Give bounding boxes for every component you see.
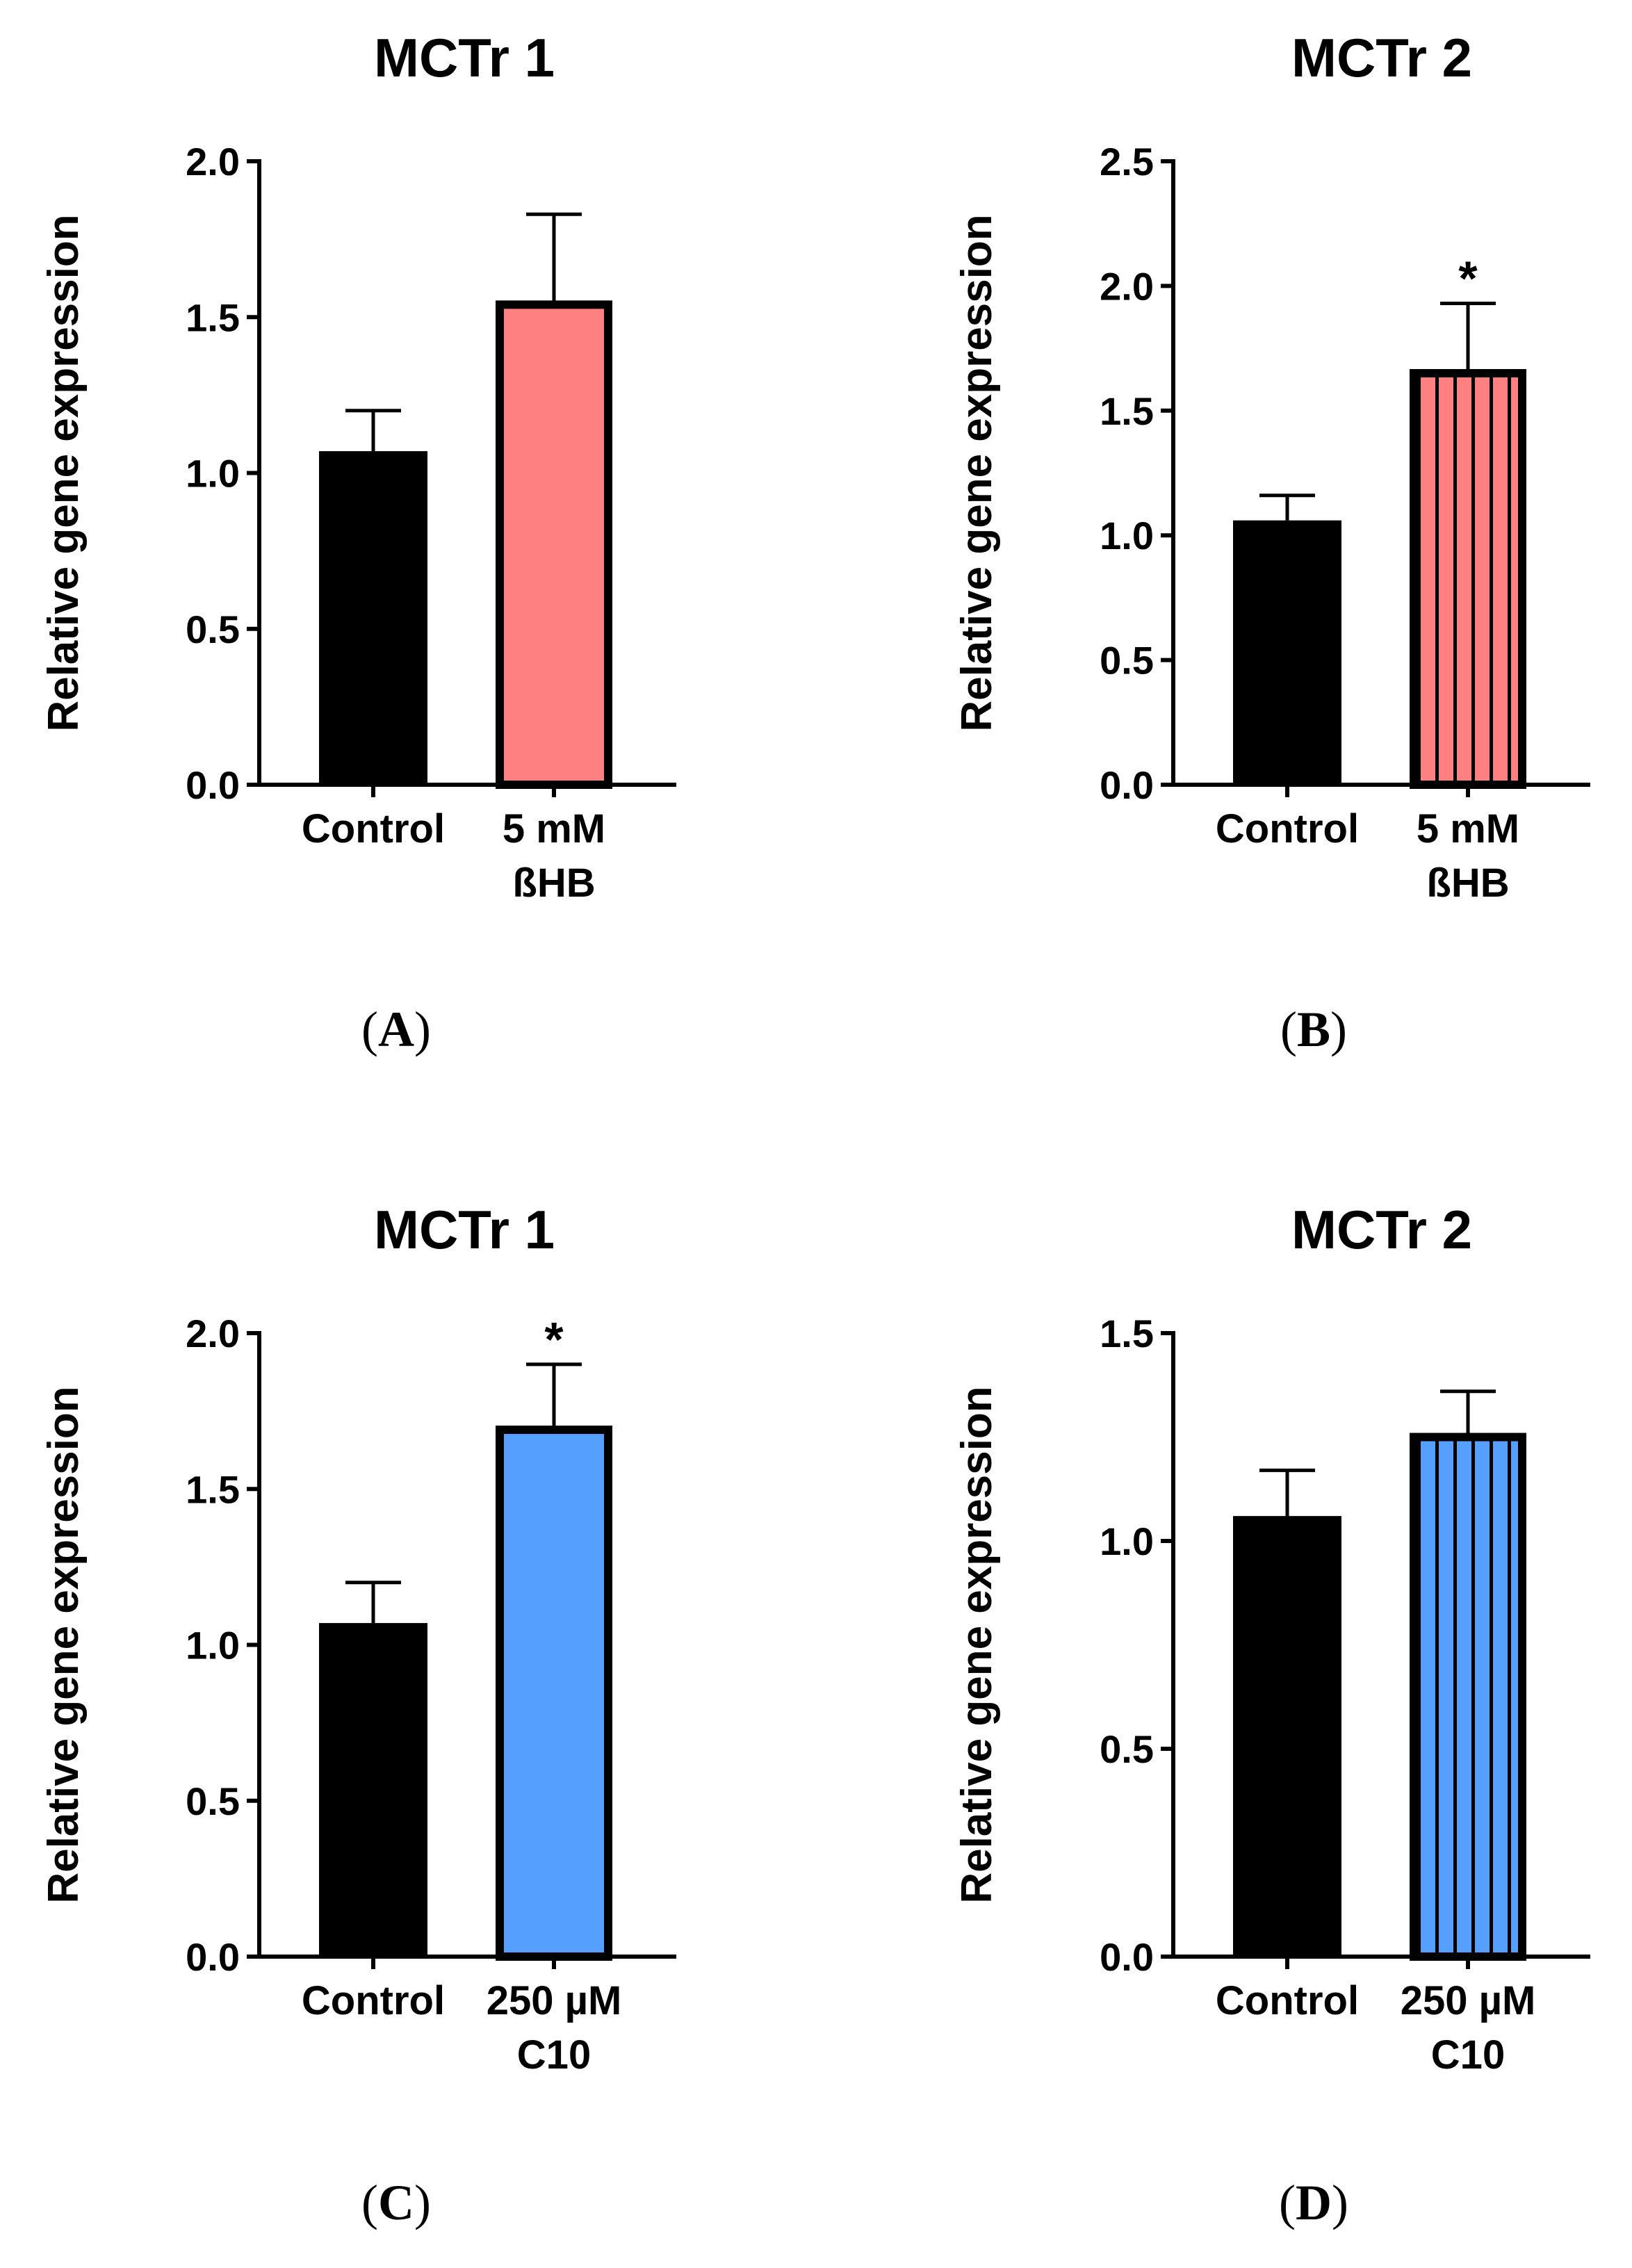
x-tick-label: 5 mM — [1417, 806, 1519, 851]
bar-control — [319, 451, 427, 785]
chart-title: MCTr 2 — [1291, 27, 1472, 88]
significance-marker: * — [544, 1312, 564, 1366]
bar-control — [319, 1623, 427, 1957]
chart-panel-d: MCTr 2 Relative gene expression 0.0 0.5 1.0 1… — [953, 1199, 1590, 2230]
y-tick-label: 0.5 — [1100, 639, 1154, 683]
y-tick-label: 1.0 — [186, 452, 240, 496]
y-tick-label: 0.0 — [186, 763, 240, 807]
chart-panel-b: MCTr 2 Relative gene expression 0.0 0.5 1.0 1… — [953, 27, 1590, 1057]
bar-control — [1233, 520, 1341, 785]
panel-label: (B) — [1280, 1002, 1347, 1057]
x-tick-label: C10 — [517, 2032, 591, 2078]
x-tick-label: Control — [1216, 806, 1359, 851]
y-tick-label: 1.0 — [1100, 514, 1154, 557]
y-tick-label: 1.5 — [1100, 389, 1154, 433]
x-tick-label: C10 — [1431, 2032, 1505, 2078]
x-tick-label: Control — [302, 1978, 445, 2023]
y-tick-label: 0.5 — [1100, 1727, 1154, 1771]
y-axis-label: Relative gene expression — [40, 1386, 88, 1903]
y-tick-label: 0.0 — [186, 1935, 240, 1979]
y-axis-label: Relative gene expression — [40, 214, 88, 731]
y-tick-label: 1.0 — [186, 1624, 240, 1667]
chart-title: MCTr 1 — [374, 27, 555, 88]
x-tick-label: Control — [302, 806, 445, 851]
y-tick-label: 0.0 — [1100, 1935, 1154, 1979]
panel-label: (D) — [1279, 2175, 1348, 2230]
y-tick-label: 2.0 — [1100, 264, 1154, 308]
y-axis-label: Relative gene expression — [953, 1386, 1001, 1903]
y-tick-label: 0.0 — [1100, 763, 1154, 807]
bar-treatment — [1410, 368, 1526, 789]
y-tick-label: 2.5 — [1100, 140, 1154, 183]
x-tick-label: Control — [1216, 1978, 1359, 2023]
y-tick-label: 0.5 — [186, 607, 240, 651]
chart-panel-c: MCTr 1 Relative gene expression 0.0 0.5 1.0 1… — [40, 1199, 676, 2230]
chart-panel-a: MCTr 1 Relative gene expression 0.0 0.5 1.0 1… — [40, 27, 676, 1057]
x-tick-label: 5 mM — [503, 806, 605, 851]
chart-title: MCTr 2 — [1291, 1199, 1472, 1260]
x-tick-label: 250 µM — [1401, 1978, 1536, 2023]
chart-title: MCTr 1 — [374, 1199, 555, 1260]
significance-marker: * — [1458, 252, 1478, 306]
bar-treatment — [496, 1426, 612, 1961]
x-tick-label: ßHB — [512, 860, 595, 906]
bar-control — [1233, 1516, 1341, 1957]
bar-treatment — [1410, 1433, 1526, 1961]
x-tick-label: 250 µM — [487, 1978, 622, 2023]
bar-treatment — [496, 300, 612, 789]
y-tick-label: 1.5 — [186, 295, 240, 339]
x-tick-label: ßHB — [1426, 860, 1509, 906]
panel-label: (A) — [361, 1002, 431, 1057]
y-axis-label: Relative gene expression — [953, 214, 1001, 731]
y-tick-label: 2.0 — [186, 1312, 240, 1355]
y-tick-label: 1.0 — [1100, 1519, 1154, 1563]
panel-label: (C) — [361, 2175, 431, 2230]
y-tick-label: 2.0 — [186, 140, 240, 183]
y-tick-label: 1.5 — [1100, 1312, 1154, 1355]
y-tick-label: 0.5 — [186, 1779, 240, 1823]
y-tick-label: 1.5 — [186, 1467, 240, 1511]
